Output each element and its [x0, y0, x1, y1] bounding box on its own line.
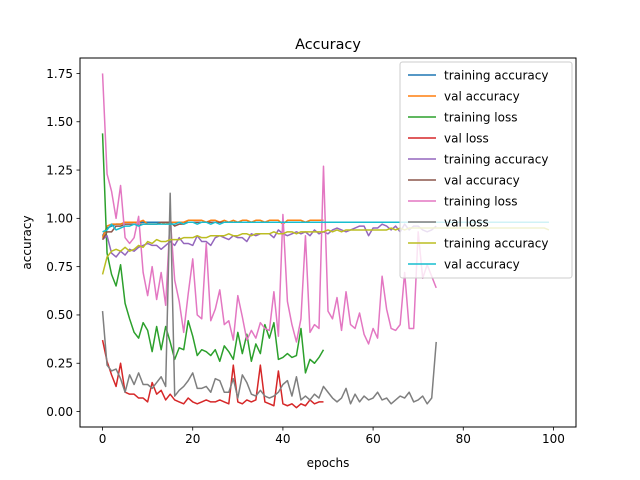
y-tick-label: 0.25: [46, 357, 73, 371]
legend: training accuracy val accuracy training lo…: [399, 61, 573, 279]
legend-label: training accuracy: [444, 68, 548, 82]
y-tick-label: 1.00: [46, 212, 73, 226]
legend-label: training loss: [444, 194, 517, 208]
series-line-4: [101, 339, 324, 409]
y-tick-label: 1.25: [46, 163, 73, 177]
legend-label: val accuracy: [444, 173, 520, 187]
x-tick-label: 80: [456, 432, 471, 446]
x-tick-label: 40: [275, 432, 290, 446]
y-tick-label: 1.50: [46, 115, 73, 129]
legend-label: val accuracy: [444, 89, 520, 103]
chart-title: Accuracy: [295, 37, 361, 53]
legend-label: val loss: [444, 215, 489, 229]
x-tick-label: 0: [99, 432, 107, 446]
y-tick-label: 0.75: [46, 260, 73, 274]
y-axis: 0.00 0.25 0.50 0.75 1.00 1.25 1.50 1.75: [46, 67, 80, 419]
series-line-3: [101, 133, 325, 374]
y-axis-label: accuracy: [20, 215, 34, 269]
plot-frame: [79, 57, 577, 428]
x-axis: 0 20 40 60 80 100: [99, 427, 565, 446]
x-tick-label: 100: [542, 432, 565, 446]
legend-label: training accuracy: [444, 236, 548, 250]
legend-box: [399, 61, 573, 279]
y-tick-label: 0.00: [46, 405, 73, 419]
series-line-7: [101, 73, 437, 345]
y-tick-label: 1.75: [46, 67, 73, 81]
x-tick-label: 20: [185, 432, 200, 446]
legend-label: val loss: [444, 131, 489, 145]
x-axis-label: epochs: [307, 456, 350, 470]
legend-label: training loss: [444, 110, 517, 124]
series-line-8: [101, 192, 437, 405]
x-tick-label: 60: [365, 432, 380, 446]
y-tick-label: 0.50: [46, 308, 73, 322]
legend-label: val accuracy: [444, 257, 520, 271]
legend-label: training accuracy: [444, 152, 548, 166]
